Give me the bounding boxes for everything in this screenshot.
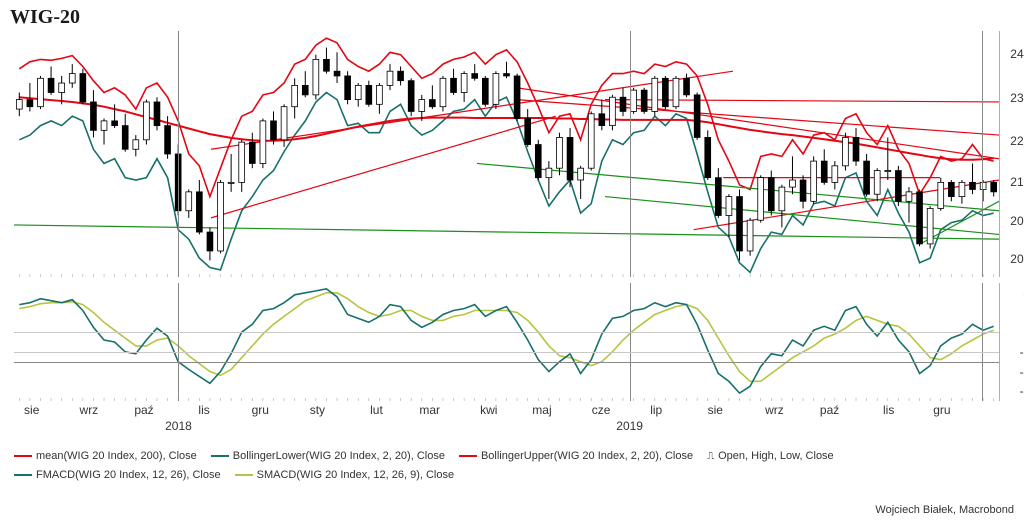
price-ytick: 2348 — [1010, 91, 1024, 105]
legend-item: SMACD(WIG 20 Index, 12, 26, 9), Close — [235, 466, 454, 485]
month-label: maj — [532, 403, 551, 417]
price-ytick: 2442 — [1010, 47, 1024, 61]
legend-swatch — [235, 474, 253, 476]
legend-item: ⎍ Open, High, Low, Close — [707, 447, 834, 466]
price-ytick: 2258 — [1010, 134, 1024, 148]
macd-svg — [14, 283, 999, 401]
price-ytick: 2088 — [1010, 214, 1024, 228]
month-label: sty — [310, 403, 325, 417]
chart-title: WIG-20 — [10, 6, 1014, 29]
month-label: paź — [820, 403, 839, 417]
month-label: paź — [134, 403, 153, 417]
legend-label: FMACD(WIG 20 Index, 12, 26), Close — [36, 469, 221, 481]
price-svg — [14, 31, 999, 277]
month-label: lis — [198, 403, 209, 417]
macd-panel: -60-40-2002040 — [14, 283, 1000, 401]
month-label: cze — [592, 403, 611, 417]
legend-label: SMACD(WIG 20 Index, 12, 26, 9), Close — [257, 469, 454, 481]
month-label: kwi — [480, 403, 497, 417]
x-axis: sie wrz paź lis gru sty lut mar kwi maj cze lip sie w… — [14, 401, 999, 445]
price-ytick: 2171 — [1010, 175, 1024, 189]
price-panel: 200720882171225823482442 — [14, 31, 1000, 277]
legend-swatch — [14, 455, 32, 457]
legend-label: Open, High, Low, Close — [718, 450, 834, 462]
macd-ytick: -40 — [1020, 365, 1024, 379]
month-label: lis — [883, 403, 894, 417]
legend-label: mean(WIG 20 Index, 200), Close — [36, 450, 197, 462]
macd-ytick: -20 — [1020, 345, 1024, 359]
legend-swatch — [459, 455, 477, 457]
year-label: 2019 — [616, 419, 643, 433]
legend-label: BollingerLower(WIG 20 Index, 2, 20), Clo… — [233, 450, 445, 462]
month-label: wrz — [765, 403, 784, 417]
legend-item: BollingerUpper(WIG 20 Index, 2, 20), Clo… — [459, 447, 693, 466]
credit-label: Wojciech Białek, Macrobond — [875, 504, 1014, 516]
month-label: sie — [24, 403, 39, 417]
legend-swatch — [211, 455, 229, 457]
price-ytick: 2007 — [1010, 252, 1024, 266]
legend-label: BollingerUpper(WIG 20 Index, 2, 20), Clo… — [481, 450, 693, 462]
legend: mean(WIG 20 Index, 200), Close BollingerL… — [14, 447, 1014, 484]
legend-item: BollingerLower(WIG 20 Index, 2, 20), Clo… — [211, 447, 445, 466]
month-label: gru — [252, 403, 269, 417]
legend-swatch — [14, 474, 32, 476]
month-label: gru — [933, 403, 950, 417]
macd-ytick: -60 — [1020, 384, 1024, 398]
month-label: mar — [419, 403, 440, 417]
month-label: lip — [650, 403, 662, 417]
year-label: 2018 — [165, 419, 192, 433]
month-label: sie — [708, 403, 723, 417]
legend-item: mean(WIG 20 Index, 200), Close — [14, 447, 197, 466]
ohlc-icon: ⎍ — [707, 448, 714, 465]
month-label: wrz — [80, 403, 99, 417]
legend-item: FMACD(WIG 20 Index, 12, 26), Close — [14, 466, 221, 485]
month-label: lut — [370, 403, 383, 417]
